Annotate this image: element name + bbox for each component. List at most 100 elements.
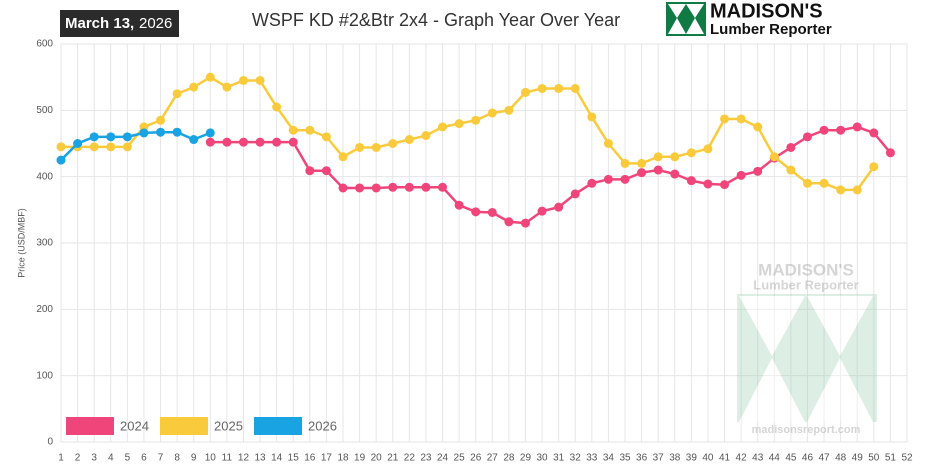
x-tick-label: 50: [868, 453, 880, 464]
x-tick-label: 47: [818, 453, 830, 464]
data-point: [819, 125, 829, 135]
legend-swatch: [160, 417, 208, 435]
y-tick-label: 400: [36, 171, 53, 182]
data-point: [205, 137, 215, 147]
data-point: [388, 139, 398, 148]
x-tick-label: 17: [321, 453, 333, 464]
x-tick-label: 42: [736, 453, 748, 464]
data-point: [255, 137, 265, 147]
data-point: [106, 132, 116, 142]
data-point: [305, 166, 315, 176]
logo-shape: [668, 4, 704, 34]
logo-name: MADISON'S: [710, 0, 823, 22]
y-axis-label: Price (USD/MBF): [16, 208, 26, 278]
data-point: [238, 137, 248, 147]
data-point: [869, 162, 879, 172]
x-tick-label: 10: [205, 453, 217, 464]
y-tick-label: 600: [36, 39, 53, 50]
x-tick-label: 20: [371, 453, 383, 464]
data-point: [670, 152, 680, 162]
data-point: [736, 114, 746, 124]
x-tick-label: 45: [785, 453, 797, 464]
data-point: [487, 108, 497, 118]
data-point: [255, 75, 265, 85]
series-line: [60, 130, 211, 161]
x-tick-label: 11: [222, 453, 233, 464]
data-point: [720, 180, 730, 190]
x-tick-label: 51: [885, 453, 897, 464]
data-point: [438, 122, 448, 132]
data-point: [836, 125, 846, 135]
x-tick-label: 6: [141, 453, 147, 464]
x-tick-label: 36: [636, 453, 648, 464]
data-point: [139, 128, 149, 138]
x-tick-label: 52: [901, 453, 913, 464]
data-point: [786, 165, 796, 175]
x-tick-label: 5: [125, 453, 131, 464]
data-point: [504, 217, 514, 227]
x-tick-label: 4: [108, 453, 114, 464]
x-tick-label: 22: [404, 453, 416, 464]
y-tick-label: 200: [36, 304, 53, 315]
data-point: [122, 142, 132, 152]
x-tick-label: 30: [536, 453, 548, 464]
y-tick-label: 100: [36, 370, 53, 381]
x-tick-label: 9: [191, 453, 197, 464]
data-point: [769, 152, 779, 162]
x-tick-label: 23: [420, 453, 432, 464]
x-tick-label: 46: [802, 453, 814, 464]
data-point: [603, 139, 613, 148]
data-point: [603, 174, 613, 184]
data-point: [272, 102, 282, 112]
data-point: [189, 82, 199, 92]
data-point: [371, 142, 381, 152]
legend-label: 2025: [214, 418, 243, 433]
x-tick-label: 35: [619, 453, 631, 464]
data-point: [520, 218, 530, 228]
legend-label: 2026: [308, 418, 337, 433]
data-point: [587, 178, 597, 188]
data-point: [454, 119, 464, 129]
x-tick-label: 14: [271, 453, 283, 464]
data-point: [438, 182, 448, 192]
data-point: [487, 207, 497, 217]
watermark-url: madisonsreport.com: [752, 424, 861, 436]
data-point: [305, 125, 315, 135]
plot: 2024 2025 2026: [56, 72, 895, 435]
data-point: [189, 135, 199, 145]
data-point: [637, 168, 647, 178]
data-point: [222, 137, 232, 147]
x-tick-label: 41: [719, 453, 731, 464]
data-point: [836, 185, 846, 195]
watermark: MADISON'S Lumber Reporter madisonsreport…: [737, 260, 877, 436]
data-point: [554, 83, 564, 93]
date-year: 2026: [139, 15, 172, 32]
data-point: [570, 189, 580, 199]
x-tick-label: 33: [586, 453, 598, 464]
data-point: [504, 105, 514, 115]
data-point: [736, 170, 746, 180]
x-tick-label: 19: [354, 453, 366, 464]
data-point: [520, 87, 530, 97]
x-tick-label: 43: [752, 453, 764, 464]
data-point: [238, 75, 248, 85]
data-point: [56, 155, 66, 165]
data-point: [172, 127, 182, 137]
data-point: [338, 152, 348, 162]
x-tick-label: 37: [653, 453, 665, 464]
data-point: [653, 152, 663, 162]
data-point: [288, 125, 298, 135]
x-tick-label: 48: [835, 453, 847, 464]
data-point: [819, 178, 829, 188]
data-point: [885, 148, 895, 158]
data-point: [205, 72, 215, 82]
data-point: [56, 142, 66, 152]
x-tick-label: 18: [337, 453, 349, 464]
data-point: [686, 176, 696, 186]
data-point: [537, 206, 547, 216]
x-tick-label: 28: [503, 453, 515, 464]
date-day: March 13,: [65, 15, 134, 32]
series-line: [210, 125, 892, 225]
